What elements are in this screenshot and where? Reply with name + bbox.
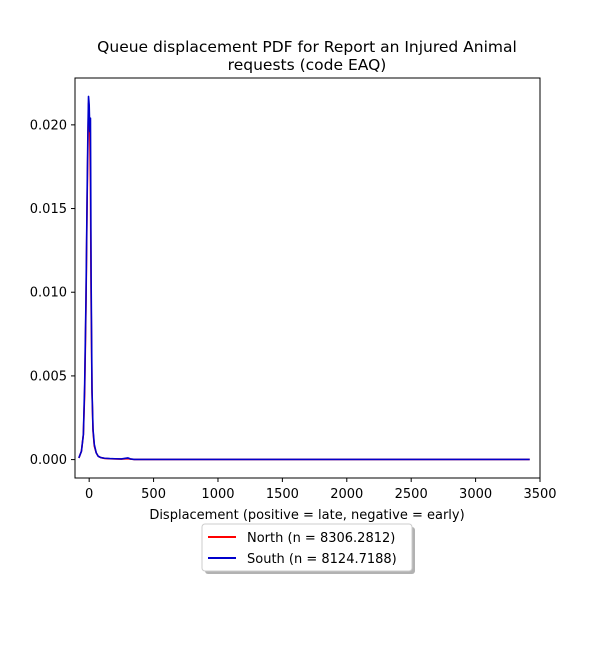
legend-box: [201, 523, 413, 572]
x-axis-label: Displacement (positive = late, negative …: [149, 508, 464, 523]
x-tick-label: 2500: [395, 487, 428, 502]
x-tick-label: 500: [141, 487, 166, 502]
y-tick-label: 0.020: [30, 118, 67, 133]
x-tick-label: 0: [85, 487, 93, 502]
series-layer: [78, 95, 530, 461]
x-tick-label: 2000: [330, 487, 363, 502]
chart-title-line2: requests (code EAQ): [228, 56, 387, 74]
y-tick-label: 0.015: [30, 202, 67, 217]
y-tick-label: 0.000: [30, 453, 67, 468]
series-line-north: [78, 102, 530, 461]
legend-label-north: North (n = 8306.2812): [247, 531, 395, 546]
x-tick-label: 3500: [523, 487, 556, 502]
x-tick-label: 1000: [201, 487, 234, 502]
y-tick-label: 0.005: [30, 369, 67, 384]
x-tick-label: 3000: [459, 487, 492, 502]
legend-label-south: South (n = 8124.7188): [247, 552, 397, 567]
x-tick-label: 1500: [266, 487, 299, 502]
legend: North (n = 8306.2812) South (n = 8124.71…: [201, 523, 415, 574]
x-axis-ticks: 0 500 1000 1500 2000 2500 3000 3500: [85, 478, 557, 502]
plot-frame: [74, 77, 541, 479]
series-line-south: [78, 95, 530, 461]
chart-title-line1: Queue displacement PDF for Report an Inj…: [97, 38, 517, 56]
y-axis-ticks: 0.000 0.005 0.010 0.015 0.020: [30, 118, 75, 468]
y-tick-label: 0.010: [30, 286, 67, 301]
